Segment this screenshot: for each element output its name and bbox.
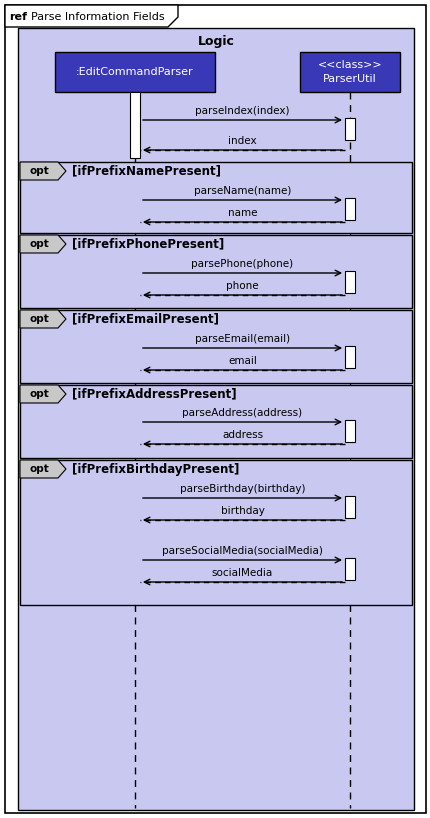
Text: [ifPrefixNamePresent]: [ifPrefixNamePresent] xyxy=(72,164,221,178)
Text: email: email xyxy=(227,356,256,366)
Polygon shape xyxy=(20,235,66,253)
Text: index: index xyxy=(227,136,256,146)
Text: parseEmail(email): parseEmail(email) xyxy=(194,334,289,344)
Polygon shape xyxy=(20,162,66,180)
Bar xyxy=(20,310,411,383)
Bar xyxy=(55,52,215,92)
Bar xyxy=(20,162,411,233)
Text: phone: phone xyxy=(226,281,258,291)
Text: birthday: birthday xyxy=(220,506,264,516)
Text: parsePhone(phone): parsePhone(phone) xyxy=(191,259,293,269)
Text: [ifPrefixBirthdayPresent]: [ifPrefixBirthdayPresent] xyxy=(72,462,239,475)
Bar xyxy=(299,52,399,92)
Text: <<class>>: <<class>> xyxy=(317,60,381,70)
Bar xyxy=(344,496,354,518)
Bar xyxy=(344,198,354,220)
Bar xyxy=(344,558,354,580)
Text: ParserUtil: ParserUtil xyxy=(322,74,376,84)
Text: opt: opt xyxy=(29,464,49,474)
Bar xyxy=(130,92,140,158)
Bar xyxy=(344,346,354,368)
Text: :EditCommandParser: :EditCommandParser xyxy=(76,67,194,77)
Text: address: address xyxy=(221,430,262,440)
Text: socialMedia: socialMedia xyxy=(212,568,273,578)
Text: [ifPrefixEmailPresent]: [ifPrefixEmailPresent] xyxy=(72,312,218,326)
Text: ref: ref xyxy=(9,12,27,22)
Polygon shape xyxy=(20,310,66,328)
Text: [ifPrefixPhonePresent]: [ifPrefixPhonePresent] xyxy=(72,237,224,250)
Text: name: name xyxy=(227,208,257,218)
Text: Parse Information Fields: Parse Information Fields xyxy=(31,12,164,22)
Text: [ifPrefixAddressPresent]: [ifPrefixAddressPresent] xyxy=(72,388,236,401)
Text: opt: opt xyxy=(29,314,49,324)
Text: opt: opt xyxy=(29,389,49,399)
Bar xyxy=(344,118,354,140)
Text: parseBirthday(birthday): parseBirthday(birthday) xyxy=(179,484,304,494)
Text: opt: opt xyxy=(29,166,49,176)
Text: Logic: Logic xyxy=(197,35,234,48)
Polygon shape xyxy=(20,460,66,478)
Text: parseAddress(address): parseAddress(address) xyxy=(182,408,302,418)
Bar xyxy=(20,385,411,458)
Polygon shape xyxy=(5,5,178,27)
Bar xyxy=(344,271,354,293)
Text: parseIndex(index): parseIndex(index) xyxy=(195,106,289,116)
Bar xyxy=(344,420,354,442)
Text: opt: opt xyxy=(29,239,49,249)
Bar xyxy=(20,460,411,605)
Bar xyxy=(20,235,411,308)
Text: parseName(name): parseName(name) xyxy=(194,186,291,196)
Text: parseSocialMedia(socialMedia): parseSocialMedia(socialMedia) xyxy=(162,546,322,556)
Polygon shape xyxy=(20,385,66,403)
